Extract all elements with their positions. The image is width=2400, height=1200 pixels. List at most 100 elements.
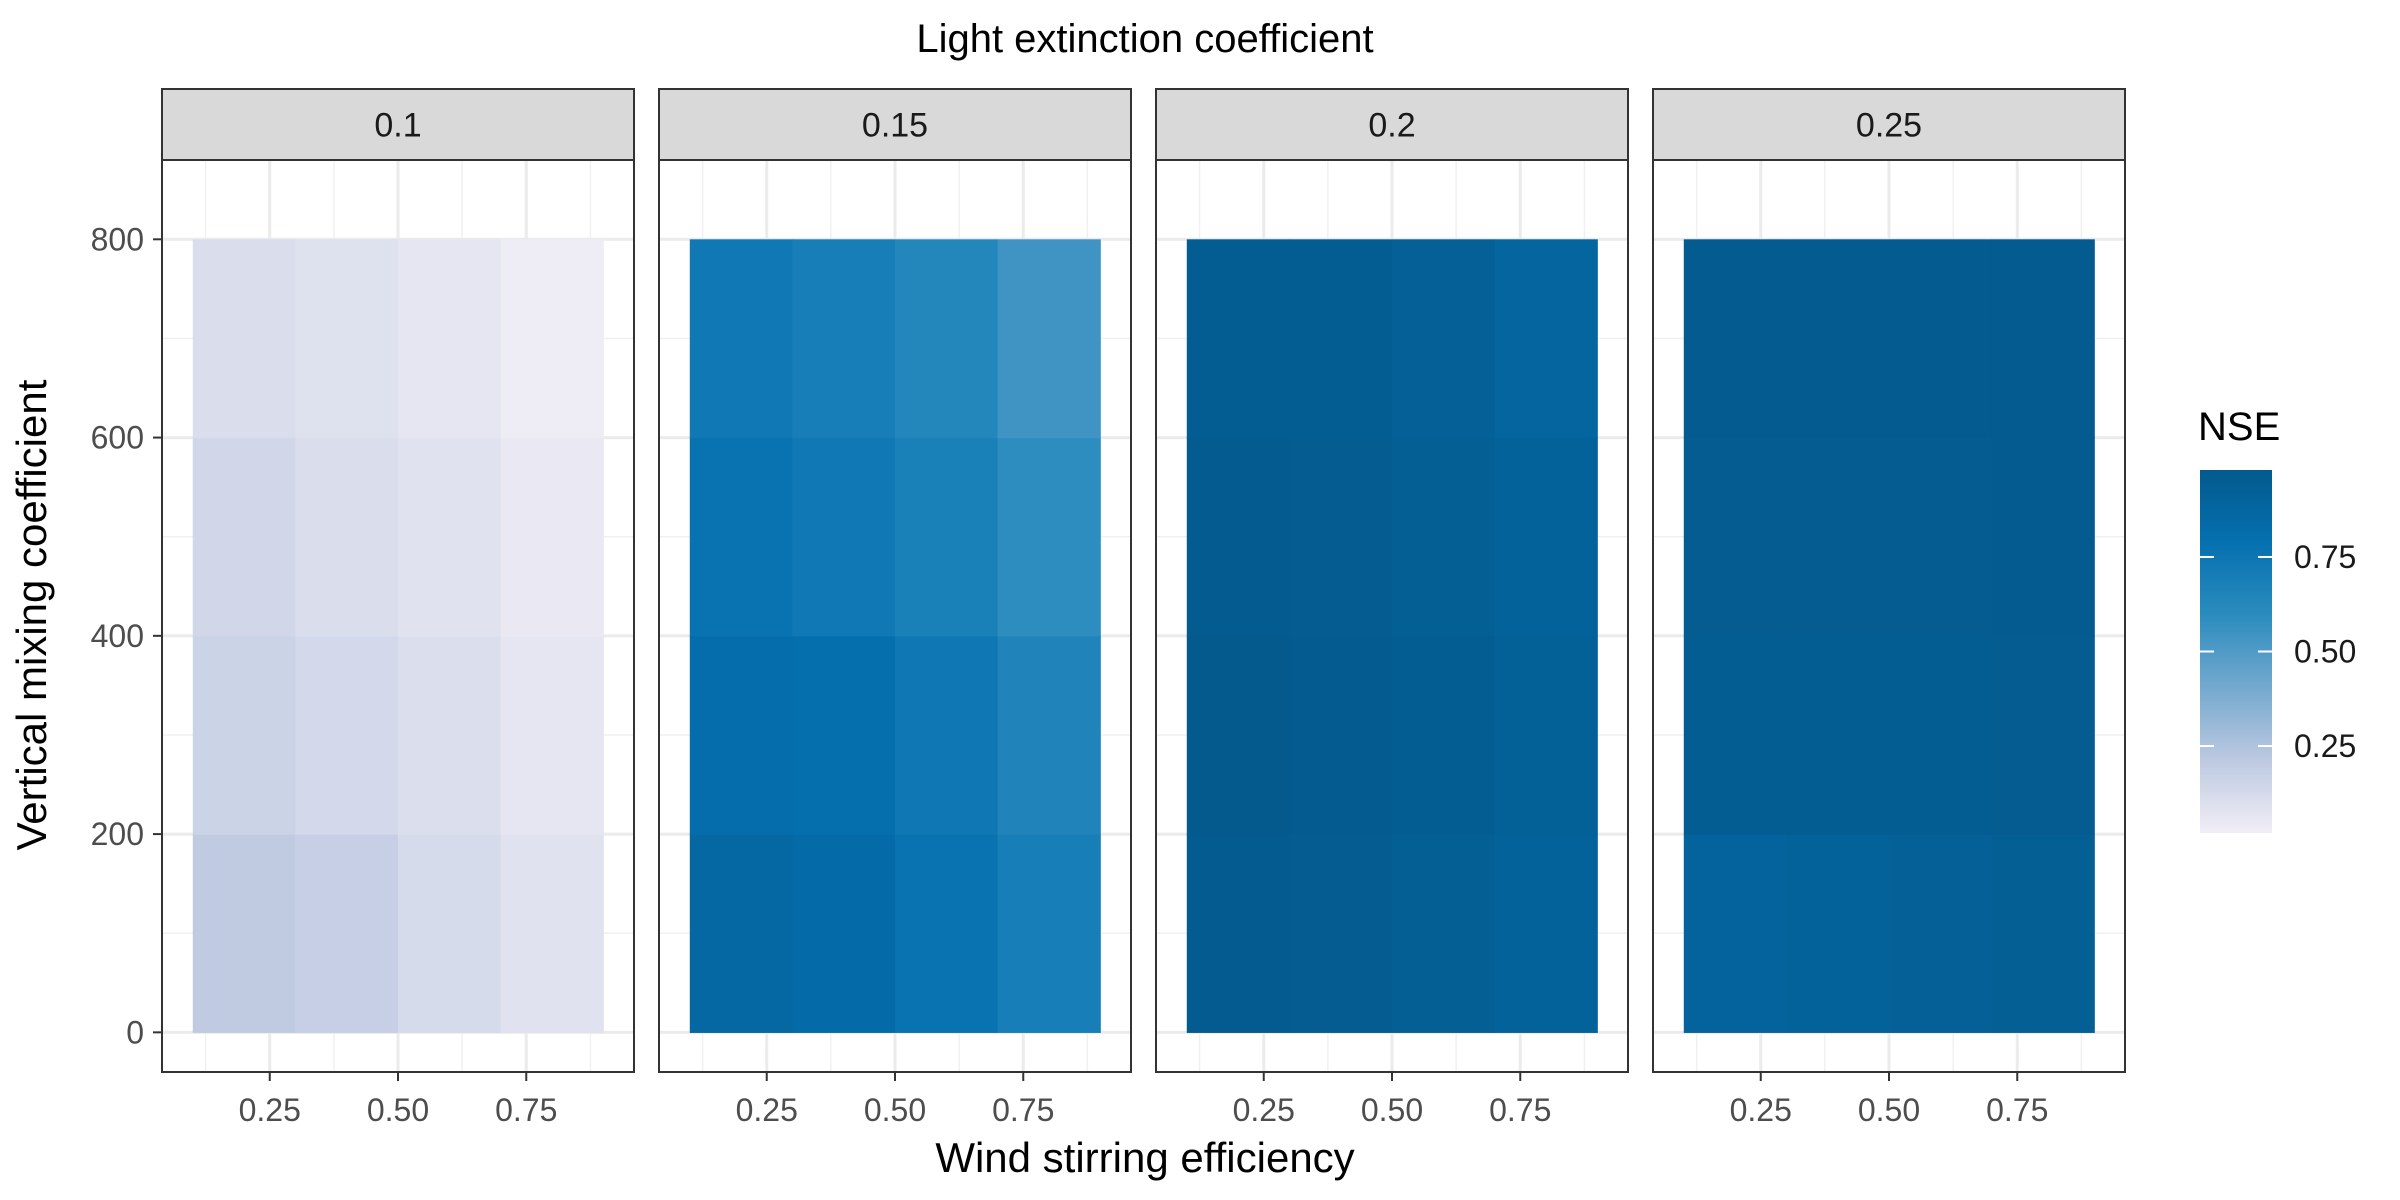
heatmap-tile — [689, 239, 793, 439]
y-tick-label: 0 — [126, 1014, 144, 1050]
heatmap-tile — [1991, 239, 2095, 439]
heatmap-tile — [689, 635, 793, 835]
heatmap-tile — [1494, 635, 1598, 835]
facet-strip — [1155, 88, 1629, 161]
heatmap-tile — [500, 239, 604, 439]
heatmap-tile — [192, 834, 296, 1033]
x-tick-label: 0.25 — [1730, 1092, 1792, 1128]
y-tick-label: 800 — [91, 221, 144, 257]
heatmap-tile — [895, 437, 999, 637]
heatmap-tile — [1786, 635, 1890, 835]
heatmap-tile — [1186, 834, 1290, 1033]
heatmap-tile — [689, 437, 793, 637]
heatmap-tile — [997, 239, 1101, 439]
facet-panels: 0.10.25 0.50 0.750.150.25 0.50 0.750.20.25 0.… — [161, 88, 2126, 1128]
x-tick-label: 0.75 — [1489, 1092, 1551, 1128]
x-tick-label: 0.50 — [864, 1092, 926, 1128]
facet-panel: 0.1 0.25 0.50 0.75 — [161, 88, 635, 1128]
heatmap-tile — [1494, 834, 1598, 1033]
heatmap-tile — [398, 239, 502, 439]
heatmap-tile — [895, 239, 999, 439]
heatmap-tile — [792, 635, 896, 835]
heatmap-tile — [1392, 834, 1496, 1033]
x-axis-title: Wind stirring efficiency — [935, 1134, 1354, 1181]
x-tick-label: 0.75 — [1986, 1092, 2048, 1128]
heatmap-tile — [1392, 437, 1496, 637]
heatmap-tile — [500, 635, 604, 835]
facet-panel: 0.2 0.25 0.50 0.75 — [1155, 88, 1629, 1128]
heatmap-tile — [1392, 635, 1496, 835]
heatmap-tile — [1289, 437, 1393, 637]
heatmap-tile — [192, 635, 296, 835]
facet-panel: 0.15 0.25 0.50 0.75 — [658, 88, 1132, 1128]
legend-tick-label: 0.50 — [2294, 634, 2356, 670]
facet-panel: 0.25 0.25 0.50 0.75 — [1652, 88, 2126, 1128]
facet-strip-label: 0.1 — [374, 107, 421, 145]
y-tick-label: 200 — [91, 816, 144, 852]
legend-title: NSE — [2198, 405, 2280, 449]
y-axis-title: Vertical mixing coefficient — [8, 379, 55, 850]
heatmap-tile — [1494, 239, 1598, 439]
heatmap-tile — [1186, 239, 1290, 439]
heatmap-tile — [1186, 437, 1290, 637]
heatmap-tile — [500, 834, 604, 1033]
heatmap-tile — [1289, 834, 1393, 1033]
heatmap-tile — [1683, 834, 1787, 1033]
facet-strip — [161, 88, 635, 161]
heatmap-tile — [295, 635, 399, 835]
heatmap-tile — [1991, 834, 2095, 1033]
heatmap-tile — [1889, 437, 1993, 637]
y-tick-label: 600 — [91, 420, 144, 456]
heatmap-tile — [1889, 239, 1993, 439]
x-tick-label: 0.75 — [495, 1092, 557, 1128]
heatmap-tile — [1186, 635, 1290, 835]
heatmap-tile — [997, 635, 1101, 835]
heatmap-tile — [997, 834, 1101, 1033]
x-tick-label: 0.50 — [1858, 1092, 1920, 1128]
heatmap-tile — [1889, 635, 1993, 835]
heatmap-tile — [1991, 437, 2095, 637]
heatmap-tile — [295, 239, 399, 439]
x-tick-label: 0.50 — [1361, 1092, 1423, 1128]
y-axis: 0 200 400 600 800 — [91, 221, 162, 1050]
x-tick-label: 0.25 — [736, 1092, 798, 1128]
heatmap-tile — [792, 834, 896, 1033]
heatmap-tile — [1991, 635, 2095, 835]
x-tick-label: 0.75 — [992, 1092, 1054, 1128]
heatmap-tile — [1786, 834, 1890, 1033]
heatmap-tile — [689, 834, 793, 1033]
facet-strip-label: 0.25 — [1856, 107, 1922, 145]
facet-strip — [1652, 88, 2126, 161]
heatmap-tile — [398, 635, 502, 835]
heatmap-tile — [1289, 635, 1393, 835]
legend-tick-label: 0.25 — [2294, 728, 2356, 764]
heatmap-tile — [1889, 834, 1993, 1033]
heatmap-tile — [1786, 239, 1890, 439]
x-tick-label: 0.50 — [367, 1092, 429, 1128]
heatmap-tile — [192, 239, 296, 439]
heatmap-tile — [895, 635, 999, 835]
x-tick-label: 0.25 — [1233, 1092, 1295, 1128]
heatmap-tile — [295, 834, 399, 1033]
legend: NSE 0.25 0.50 0.75 — [2198, 405, 2356, 833]
heatmap-tile — [1683, 437, 1787, 637]
y-tick-label: 400 — [91, 618, 144, 654]
heatmap-tile — [1289, 239, 1393, 439]
facet-strip — [658, 88, 1132, 161]
heatmap-tile — [398, 437, 502, 637]
heatmap-tile — [1786, 437, 1890, 637]
heatmap-tile — [997, 437, 1101, 637]
heatmap-tile — [192, 437, 296, 637]
heatmap-tile — [500, 437, 604, 637]
heatmap-tile — [398, 834, 502, 1033]
x-tick-label: 0.25 — [239, 1092, 301, 1128]
heatmap-tile — [1392, 239, 1496, 439]
legend-tick-label: 0.75 — [2294, 539, 2356, 575]
heatmap-tile — [792, 239, 896, 439]
facet-strip-label: 0.2 — [1368, 107, 1415, 145]
heatmap-tile — [792, 437, 896, 637]
chart-title: Light extinction coefficient — [916, 17, 1373, 61]
heatmap-tile — [1683, 635, 1787, 835]
heatmap-tile — [1683, 239, 1787, 439]
